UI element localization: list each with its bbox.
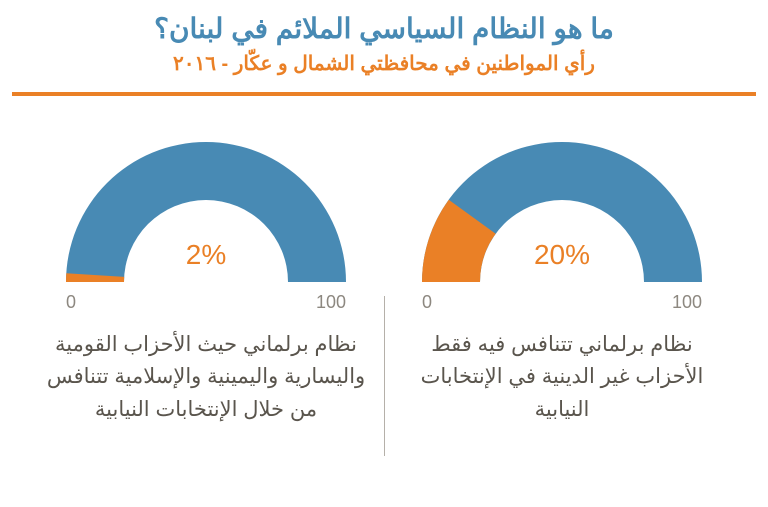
- header: ما هو النظام السياسي الملائم في لبنان؟ ر…: [0, 0, 768, 86]
- page-subtitle: رأي المواطنين في محافظتي الشمال و عكّار …: [0, 50, 768, 78]
- gauge-left-percent: 2%: [56, 239, 356, 271]
- axis-min: 0: [422, 292, 432, 313]
- chart-right: 20% 0 100 نظام برلماني تتنافس فيه فقط ال…: [384, 114, 740, 427]
- gauge-right-caption: نظام برلماني تتنافس فيه فقط الأحزاب غير …: [397, 329, 727, 427]
- gauge-left-axis: 0 100: [66, 292, 346, 313]
- charts-row: 20% 0 100 نظام برلماني تتنافس فيه فقط ال…: [0, 96, 768, 427]
- gauge-left: 2%: [56, 114, 356, 294]
- gauge-right: 20%: [412, 114, 712, 294]
- gauge-left-caption: نظام برلماني حيث الأحزاب القومية واليسار…: [41, 329, 371, 427]
- axis-min: 0: [66, 292, 76, 313]
- page-title: ما هو النظام السياسي الملائم في لبنان؟: [0, 10, 768, 48]
- gauge-right-axis: 0 100: [422, 292, 702, 313]
- vertical-divider: [384, 296, 385, 456]
- axis-max: 100: [316, 292, 346, 313]
- axis-max: 100: [672, 292, 702, 313]
- gauge-right-percent: 20%: [412, 239, 712, 271]
- chart-left: 2% 0 100 نظام برلماني حيث الأحزاب القومي…: [28, 114, 384, 427]
